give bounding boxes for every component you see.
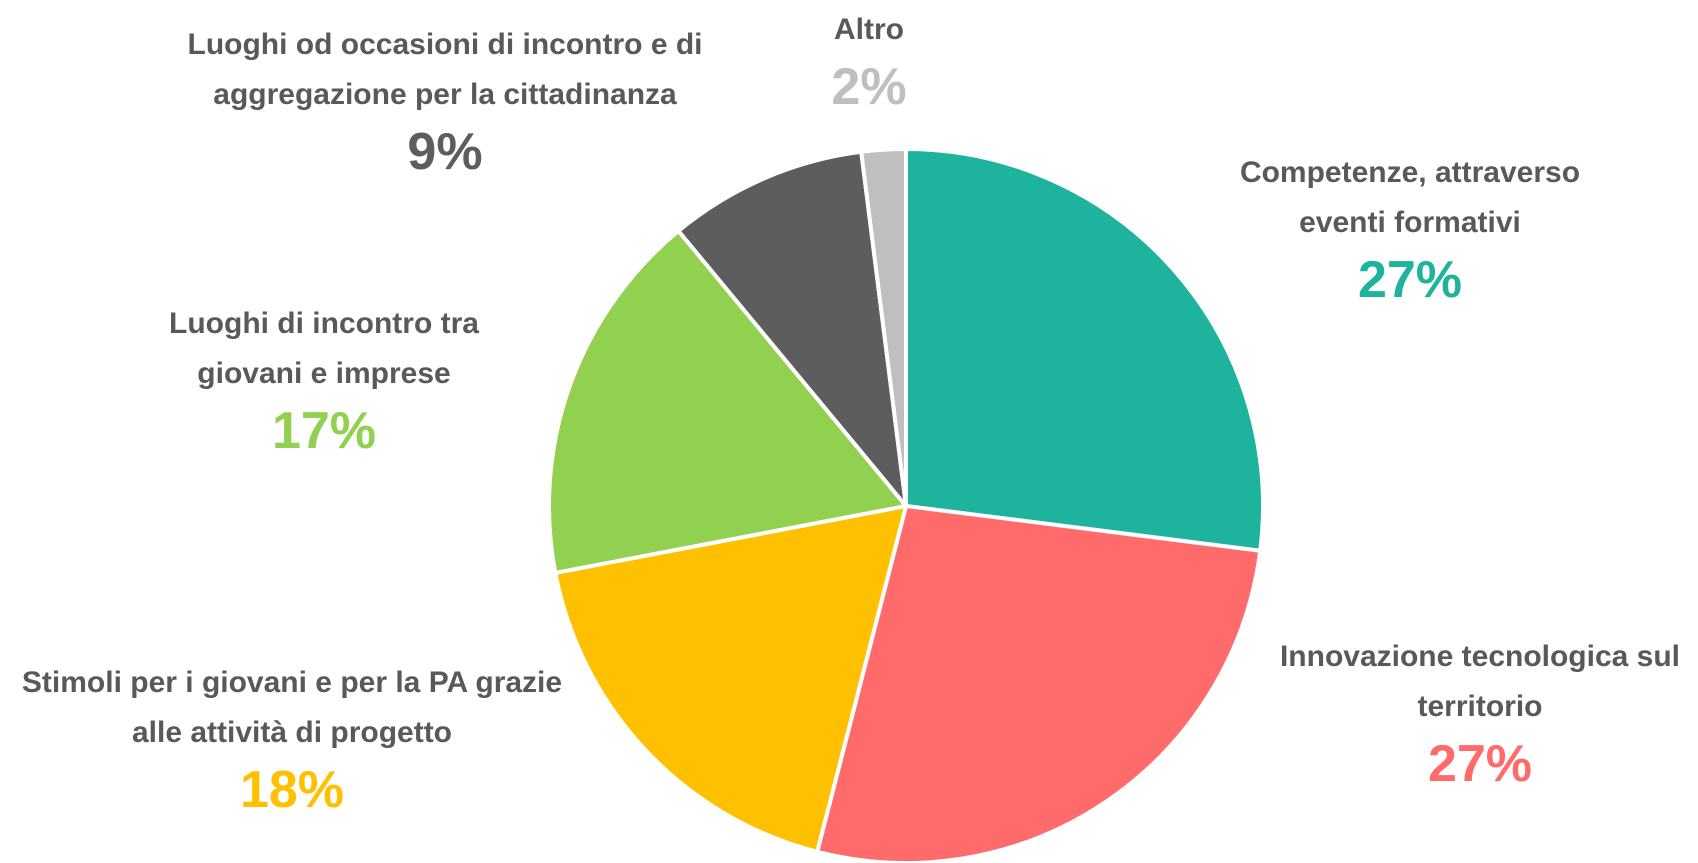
slice-label: Innovazione tecnologica sul territorio 27… <box>1270 632 1690 796</box>
category-label: Competenze, attraverso eventi formativi <box>1239 156 1581 239</box>
pie-slice <box>547 228 908 575</box>
value-label: 27% <box>1357 251 1463 309</box>
value-label: 2% <box>831 58 907 116</box>
category-label: Stimoli per i giovani e per la PA grazie… <box>21 666 563 749</box>
slice-label: Competenze, attraverso eventi formativi 2… <box>1210 148 1610 312</box>
value-label: 9% <box>407 123 483 181</box>
pie-slice <box>859 147 908 508</box>
pie-slice <box>904 147 1265 553</box>
slice-label: Stimoli per i giovani e per la PA grazie… <box>12 658 572 822</box>
value-label: 17% <box>271 402 377 460</box>
category-label: Innovazione tecnologica sul territorio <box>1279 640 1681 723</box>
pie-slice <box>553 504 908 854</box>
category-label: Altro <box>834 13 904 46</box>
category-label: Luoghi di incontro tra giovani e imprese <box>169 307 479 390</box>
value-label: 27% <box>1427 735 1533 793</box>
pie-slice <box>676 149 908 508</box>
category-label: Luoghi od occasioni di incontro e di agg… <box>187 28 703 111</box>
value-label: 18% <box>239 761 345 819</box>
slice-label: Luoghi od occasioni di incontro e di agg… <box>125 20 765 184</box>
slice-label: Altro 2% <box>769 5 969 119</box>
slice-label: Luoghi di incontro tra giovani e imprese… <box>129 299 519 463</box>
